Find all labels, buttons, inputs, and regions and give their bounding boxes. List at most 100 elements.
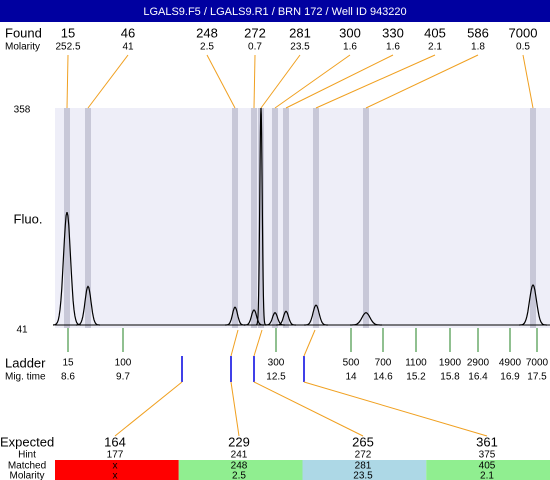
matched-value: x: [113, 461, 118, 472]
ladder-time: 16.9: [500, 372, 520, 383]
hint-value: 375: [479, 450, 496, 461]
connector: [303, 381, 488, 437]
found-size: 15: [61, 25, 75, 40]
matched-value: 248: [231, 461, 248, 472]
found-molarity: 0.5: [516, 42, 530, 53]
found-molarity: 23.5: [290, 42, 310, 53]
peak-band: [272, 108, 278, 328]
ladder-size: 300: [268, 358, 285, 369]
connector: [66, 54, 69, 109]
connector: [230, 381, 240, 437]
connector: [87, 54, 129, 109]
peak-band: [313, 108, 319, 328]
ladder-time: 14: [345, 372, 357, 383]
peak: [225, 306, 245, 326]
peak-band: [530, 108, 536, 328]
found-molarity: 2.1: [428, 42, 442, 53]
matched-cell: [178, 460, 303, 480]
expected-size: 164: [104, 434, 126, 449]
peak: [276, 310, 296, 326]
connector: [253, 54, 256, 109]
peak-band: [363, 108, 369, 328]
y-axis-label: Fluo.: [14, 211, 43, 226]
ladder-size: 100: [115, 358, 132, 369]
connector: [274, 54, 351, 109]
peak-band: [251, 108, 257, 328]
peak: [76, 285, 100, 326]
peak: [519, 284, 547, 326]
connector: [303, 329, 316, 357]
found-molarity: 1.6: [386, 42, 400, 53]
y-tick-label: 358: [14, 105, 31, 116]
peak: [256, 107, 266, 326]
matched-molarity: x: [113, 471, 118, 480]
found-size: 281: [289, 25, 311, 40]
found-size: 248: [196, 25, 218, 40]
peak: [304, 304, 328, 326]
ladder-time: 15.8: [440, 372, 460, 383]
ladder-time: 14.6: [373, 372, 393, 383]
found-size: 405: [424, 25, 446, 40]
found-molarity: 2.5: [200, 42, 214, 53]
connector: [365, 54, 479, 109]
connector: [230, 329, 239, 357]
peak-band: [85, 108, 91, 328]
ladder-size: 1100: [405, 358, 427, 369]
ladder-time: 8.6: [61, 372, 75, 383]
ladder-size: 15: [62, 358, 74, 369]
ladder-size: 2900: [467, 358, 490, 369]
connector: [315, 54, 436, 109]
found-size: 586: [467, 25, 489, 40]
found-size: 46: [121, 25, 135, 40]
hint-value: 241: [231, 450, 248, 461]
found-size: 7000: [509, 25, 538, 40]
hint-label: Hint: [18, 450, 36, 461]
matched-cell: [302, 460, 427, 480]
connector: [253, 381, 364, 437]
ladder-size: 4900: [499, 358, 522, 369]
peak: [52, 211, 82, 326]
matched-cell: [55, 460, 179, 480]
hint-value: 177: [107, 450, 124, 461]
exp-molarity-label: Molarity: [9, 471, 44, 480]
found-molarity: 1.8: [471, 42, 485, 53]
plot-area: [55, 108, 550, 328]
y-tick-label: 41: [16, 325, 28, 336]
connector: [260, 54, 301, 109]
ladder-size: 7000: [526, 358, 549, 369]
found-label: Found: [5, 25, 42, 40]
peak-band: [64, 108, 70, 328]
expected-size: 229: [228, 434, 250, 449]
ladder-time: 17.5: [527, 372, 547, 383]
connector: [285, 54, 394, 109]
found-size: 300: [339, 25, 361, 40]
title-bar: [0, 0, 550, 22]
ladder-size: 1900: [439, 358, 462, 369]
hint-value: 272: [355, 450, 372, 461]
peak: [244, 309, 264, 326]
expected-label: Expected: [0, 434, 54, 449]
matched-molarity: 2.5: [232, 471, 246, 480]
connector: [206, 54, 236, 109]
found-size: 330: [382, 25, 404, 40]
expected-size: 361: [476, 434, 498, 449]
peak-band: [258, 108, 264, 328]
found-size: 272: [244, 25, 266, 40]
ladder-time: 15.2: [406, 372, 426, 383]
title: LGALS9.F5 / LGALS9.R1 / BRN 172 / Well I…: [143, 6, 406, 18]
connector: [522, 54, 534, 109]
expected-size: 265: [352, 434, 374, 449]
ladder-time: 12.5: [266, 372, 286, 383]
found-molarity: 252.5: [55, 42, 80, 53]
peak-band: [232, 108, 238, 328]
matched-value: 281: [355, 461, 372, 472]
matched-cell: [426, 460, 550, 480]
peak: [350, 312, 382, 326]
ladder-time: 16.4: [468, 372, 488, 383]
found-molarity: 41: [122, 42, 134, 53]
found-molarity: 1.6: [343, 42, 357, 53]
ladder-label: Ladder: [5, 355, 46, 370]
matched-molarity: 23.5: [353, 471, 373, 480]
ladder-size: 500: [343, 358, 360, 369]
